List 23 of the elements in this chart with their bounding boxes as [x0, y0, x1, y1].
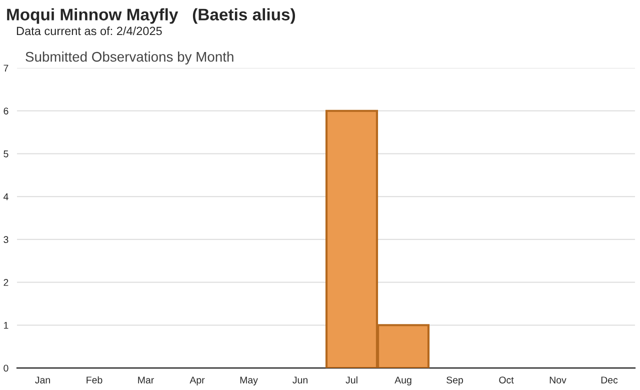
x-tick-label: Sep: [446, 376, 463, 386]
y-tick-label: 6: [4, 108, 8, 114]
chart-subtitle: Data current as of: 2/4/2025: [16, 26, 162, 36]
y-tick-label: 2: [4, 279, 8, 286]
chart-title: Moqui Minnow Mayfly (Baetis alius): [7, 8, 296, 24]
x-tick-label: Aug: [394, 376, 412, 386]
x-tick-label: Dec: [601, 376, 618, 384]
x-tick-label: Oct: [499, 376, 514, 384]
x-tick-label: Jul: [346, 376, 358, 384]
x-tick-label: Nov: [550, 376, 566, 384]
x-tick-label: Jan: [35, 376, 50, 384]
y-tick-label: 3: [4, 236, 8, 244]
y-tick-label: 7: [4, 64, 8, 72]
y-tick-label: 0: [4, 364, 8, 372]
x-tick-label: Mar: [138, 376, 154, 384]
x-tick-label: Jun: [292, 376, 308, 384]
x-tick-label: Feb: [86, 376, 102, 384]
text: Submitted Observations by Month: [26, 52, 234, 64]
y-tick-label: 4: [3, 193, 8, 200]
y-tick-label: 1: [4, 322, 8, 329]
x-tick-label: May: [240, 376, 258, 386]
y-tick-label: 5: [4, 150, 8, 158]
x-tick-label: Apr: [190, 376, 205, 386]
